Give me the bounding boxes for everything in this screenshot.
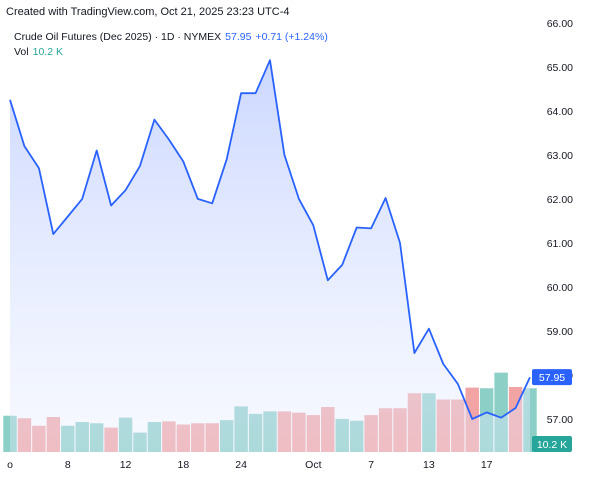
price-area-fill <box>10 60 530 452</box>
price-axis-tick-label: 66.00 <box>547 18 573 30</box>
price-line <box>9 59 531 420</box>
time-axis[interactable]: o 8 12 18 24 Oct 7 13 17 <box>7 459 493 471</box>
created-with-caption: Created with TradingView.com, Oct 21, 20… <box>6 6 290 18</box>
legend-symbol-row: Crude Oil Futures (Dec 2025) · 1D · NYME… <box>14 30 328 45</box>
time-axis-tick-label: 24 <box>235 459 247 471</box>
time-axis-tick-label: 13 <box>423 459 435 471</box>
price-axis-tick-label: 65.00 <box>547 62 573 74</box>
chart-legend: Crude Oil Futures (Dec 2025) · 1D · NYME… <box>14 30 328 60</box>
price-badge-text: 57.95 <box>539 372 565 384</box>
price-axis-tick-label: 57.00 <box>547 414 573 426</box>
volume-badge: 10.2 K <box>532 436 572 452</box>
time-axis-tick-label: 7 <box>368 459 374 471</box>
legend-symbol[interactable]: Crude Oil Futures (Dec 2025) · 1D · NYME… <box>14 31 222 43</box>
price-badge-box <box>532 369 572 386</box>
price-axis-tick-label: 61.00 <box>547 238 573 250</box>
legend-last-price: 57.95 <box>225 31 252 43</box>
time-axis-tick-label: 17 <box>481 459 493 471</box>
legend-change: +0.71 (+1.24%) <box>255 31 328 43</box>
price-badge: 57.95 <box>532 369 572 386</box>
time-axis-tick-label: Oct <box>305 459 321 471</box>
volume-badge-box <box>532 436 572 452</box>
price-axis-tick-label: 60.00 <box>547 282 573 294</box>
volume-badge-text: 10.2 K <box>537 439 567 451</box>
time-axis-tick-label: o <box>7 459 13 471</box>
time-axis-tick-label: 12 <box>120 459 132 471</box>
price-axis-tick-label: 64.00 <box>547 106 573 118</box>
time-axis-tick-label: 18 <box>177 459 189 471</box>
price-axis-tick-label: 62.00 <box>547 194 573 206</box>
price-axis-tick-label: 59.00 <box>547 326 573 338</box>
price-axis-tick-label: 63.00 <box>547 150 573 162</box>
price-axis[interactable]: 66.00 65.00 64.00 63.00 62.00 61.00 60.00 59.00… <box>547 18 573 426</box>
legend-volume-label[interactable]: Vol <box>14 46 29 58</box>
legend-volume-value: 10.2 K <box>32 46 63 58</box>
time-axis-tick-label: 8 <box>65 459 71 471</box>
legend-volume-row: Vol 10.2 K <box>14 45 328 60</box>
